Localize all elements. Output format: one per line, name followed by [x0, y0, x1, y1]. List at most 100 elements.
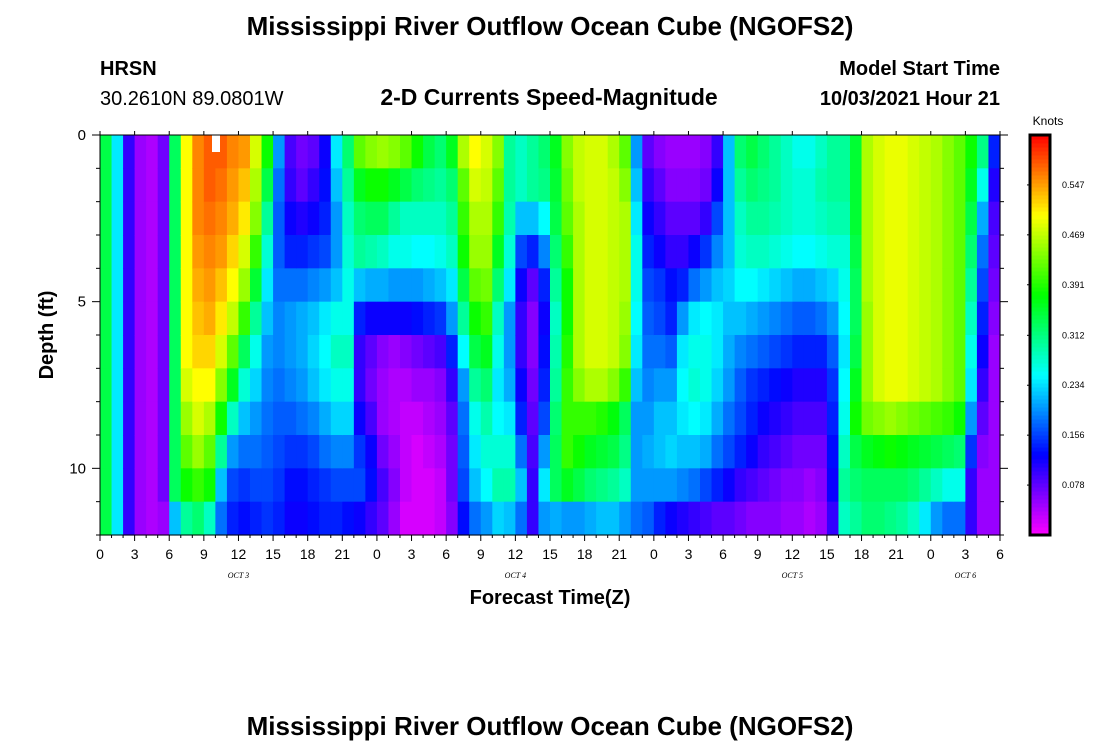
heatmap-cell	[353, 268, 366, 303]
heatmap-cell	[619, 168, 632, 203]
heatmap-cell	[203, 435, 216, 469]
date-label: OCT 3	[228, 571, 249, 580]
heatmap-cell	[469, 268, 482, 303]
heatmap-cell	[780, 335, 793, 369]
heatmap-cell	[169, 235, 182, 269]
heatmap-cell	[596, 435, 609, 469]
heatmap-cell	[365, 368, 378, 403]
heatmap-cell	[953, 468, 966, 503]
heatmap-cell	[273, 268, 286, 303]
heatmap-cell	[884, 368, 897, 403]
heatmap-cell	[619, 235, 632, 269]
heatmap-cell	[480, 435, 493, 469]
heatmap-cell	[273, 501, 286, 536]
heatmap-cell	[192, 168, 205, 203]
heatmap-cell	[826, 501, 840, 536]
colorbar-segment	[1030, 503, 1050, 508]
heatmap-cell	[434, 135, 447, 169]
heatmap-cell	[330, 335, 343, 369]
heatmap-cell	[376, 301, 390, 336]
heatmap-cell	[457, 401, 470, 436]
colorbar-segment	[1030, 347, 1050, 352]
heatmap-cell	[561, 335, 574, 369]
heatmap-cell	[469, 435, 482, 469]
heatmap-cell	[134, 435, 147, 469]
heatmap-cell	[561, 235, 574, 269]
heatmap-cell	[723, 301, 736, 336]
heatmap-cell	[434, 201, 447, 236]
heatmap-cell	[596, 268, 609, 303]
heatmap-cell	[353, 301, 366, 336]
heatmap-cell	[884, 201, 897, 236]
heatmap-cell	[630, 135, 643, 169]
heatmap-cell	[215, 501, 228, 536]
heatmap-cell	[180, 501, 193, 536]
x-tick-label: 9	[754, 546, 762, 562]
heatmap-cell	[665, 368, 678, 403]
heatmap-cell	[976, 368, 990, 403]
heatmap-cell	[284, 268, 297, 303]
colorbar-segment	[1030, 151, 1050, 156]
heatmap-cell	[215, 168, 228, 203]
heatmap-cell	[330, 301, 343, 336]
heatmap-cell	[100, 135, 113, 169]
x-tick-label: 9	[477, 546, 485, 562]
heatmap-cell	[711, 235, 724, 269]
colorbar-segment	[1030, 351, 1050, 356]
heatmap-cell	[746, 468, 759, 503]
colorbar-segment	[1030, 455, 1050, 460]
date-labels: OCT 3 OCT 4 OCT 5 OCT 6	[228, 571, 976, 580]
colorbar-segment	[1030, 271, 1050, 276]
heatmap-cell	[480, 268, 493, 303]
heatmap-cell	[446, 468, 459, 503]
heatmap-cell	[100, 401, 113, 436]
heatmap-cell	[584, 201, 597, 236]
heatmap-cell	[169, 335, 182, 369]
colorbar-segment	[1030, 139, 1050, 144]
colorbar-segment	[1030, 471, 1050, 476]
heatmap-cell	[584, 135, 597, 169]
colorbar-units: Knots	[1033, 114, 1064, 128]
heatmap-cell	[446, 301, 459, 336]
heatmap-cell	[596, 401, 609, 436]
heatmap-cell	[319, 501, 332, 536]
heatmap-cell	[123, 168, 136, 203]
heatmap-cell	[676, 335, 690, 369]
heatmap-cell	[342, 268, 355, 303]
heatmap-cell	[884, 268, 897, 303]
heatmap-cell	[284, 135, 297, 169]
heatmap-cell	[919, 335, 932, 369]
heatmap-cell	[607, 401, 620, 436]
heatmap-cell	[469, 501, 482, 536]
colorbar-segment	[1030, 191, 1050, 196]
colorbar-segment	[1030, 315, 1050, 320]
heatmap-cell	[988, 135, 1001, 169]
heatmap-cell	[896, 401, 909, 436]
heatmap-cell	[607, 168, 620, 203]
heatmap-cell	[688, 168, 701, 203]
colorbar-segment	[1030, 527, 1050, 532]
colorbar-segment	[1030, 291, 1050, 296]
heatmap-cell	[515, 501, 528, 536]
heatmap-cell	[711, 268, 724, 303]
heatmap-cell	[988, 235, 1001, 269]
heatmap-cell	[238, 135, 251, 169]
heatmap-cell	[942, 368, 955, 403]
heatmap-cell	[711, 435, 724, 469]
heatmap-cell	[376, 135, 390, 169]
heatmap-cell	[688, 235, 701, 269]
heatmap-cell	[688, 501, 701, 536]
heatmap-cell	[446, 368, 459, 403]
heatmap-cell	[203, 301, 216, 336]
heatmap-cell	[573, 235, 586, 269]
heatmap-cell	[469, 368, 482, 403]
heatmap-cell	[180, 135, 193, 169]
heatmap-cell	[134, 301, 147, 336]
heatmap-cell	[261, 401, 274, 436]
heatmap-cell	[896, 201, 909, 236]
heatmap-cell	[815, 335, 828, 369]
heatmap-cell	[711, 135, 724, 169]
heatmap-cell	[446, 435, 459, 469]
heatmap-cell	[561, 201, 574, 236]
colorbar-segment	[1030, 183, 1050, 188]
